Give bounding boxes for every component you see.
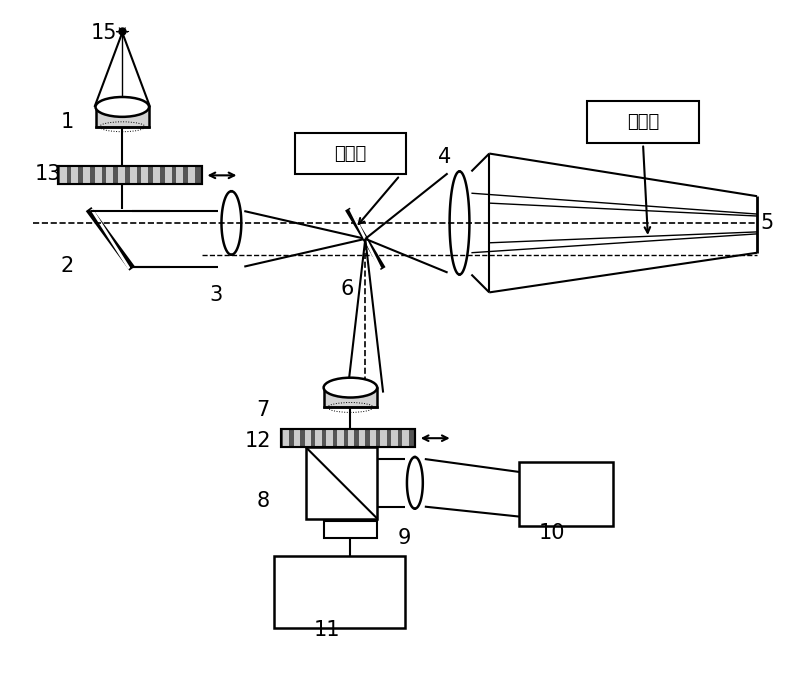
Bar	[370, 430, 376, 446]
Text: 10: 10	[539, 524, 566, 543]
Bar	[381, 430, 387, 446]
Text: 12: 12	[244, 431, 270, 452]
Bar	[519, 462, 614, 526]
Bar	[283, 430, 290, 446]
Bar	[142, 168, 148, 183]
Bar	[58, 166, 202, 185]
Text: 5: 5	[760, 213, 774, 233]
Text: 光轴一: 光轴一	[334, 144, 366, 163]
Text: 9: 9	[398, 528, 411, 548]
Bar	[324, 520, 377, 539]
Bar	[305, 430, 311, 446]
Text: 6: 6	[341, 279, 354, 298]
Bar	[83, 168, 90, 183]
Text: 2: 2	[61, 255, 74, 276]
Bar	[165, 168, 172, 183]
Bar	[94, 168, 102, 183]
Bar	[188, 168, 195, 183]
Bar	[130, 168, 137, 183]
Bar	[315, 430, 322, 446]
Bar	[58, 166, 202, 185]
Bar	[71, 168, 78, 183]
Text: 11: 11	[314, 620, 340, 639]
Bar	[348, 430, 354, 446]
Bar	[402, 430, 409, 446]
Text: 3: 3	[210, 285, 223, 306]
Bar	[281, 429, 415, 447]
Text: 1: 1	[61, 112, 74, 132]
Text: 7: 7	[256, 400, 270, 419]
Text: 15: 15	[90, 22, 117, 43]
Text: 光轴二: 光轴二	[627, 113, 659, 131]
Text: 4: 4	[438, 146, 451, 167]
Bar	[324, 387, 377, 407]
Bar	[306, 447, 377, 518]
Bar	[118, 168, 125, 183]
Bar	[106, 168, 114, 183]
Text: 8: 8	[256, 491, 270, 511]
FancyBboxPatch shape	[295, 133, 406, 174]
Bar	[281, 429, 415, 447]
Ellipse shape	[324, 378, 377, 398]
FancyBboxPatch shape	[587, 101, 698, 142]
Bar	[95, 107, 149, 127]
Bar	[294, 430, 300, 446]
Bar	[153, 168, 160, 183]
Bar	[358, 430, 366, 446]
Bar	[326, 430, 333, 446]
Bar	[176, 168, 183, 183]
Text: 13: 13	[35, 164, 62, 185]
Bar	[391, 430, 398, 446]
Ellipse shape	[95, 97, 149, 117]
Bar	[337, 430, 343, 446]
Bar	[274, 556, 405, 628]
Bar	[60, 168, 66, 183]
